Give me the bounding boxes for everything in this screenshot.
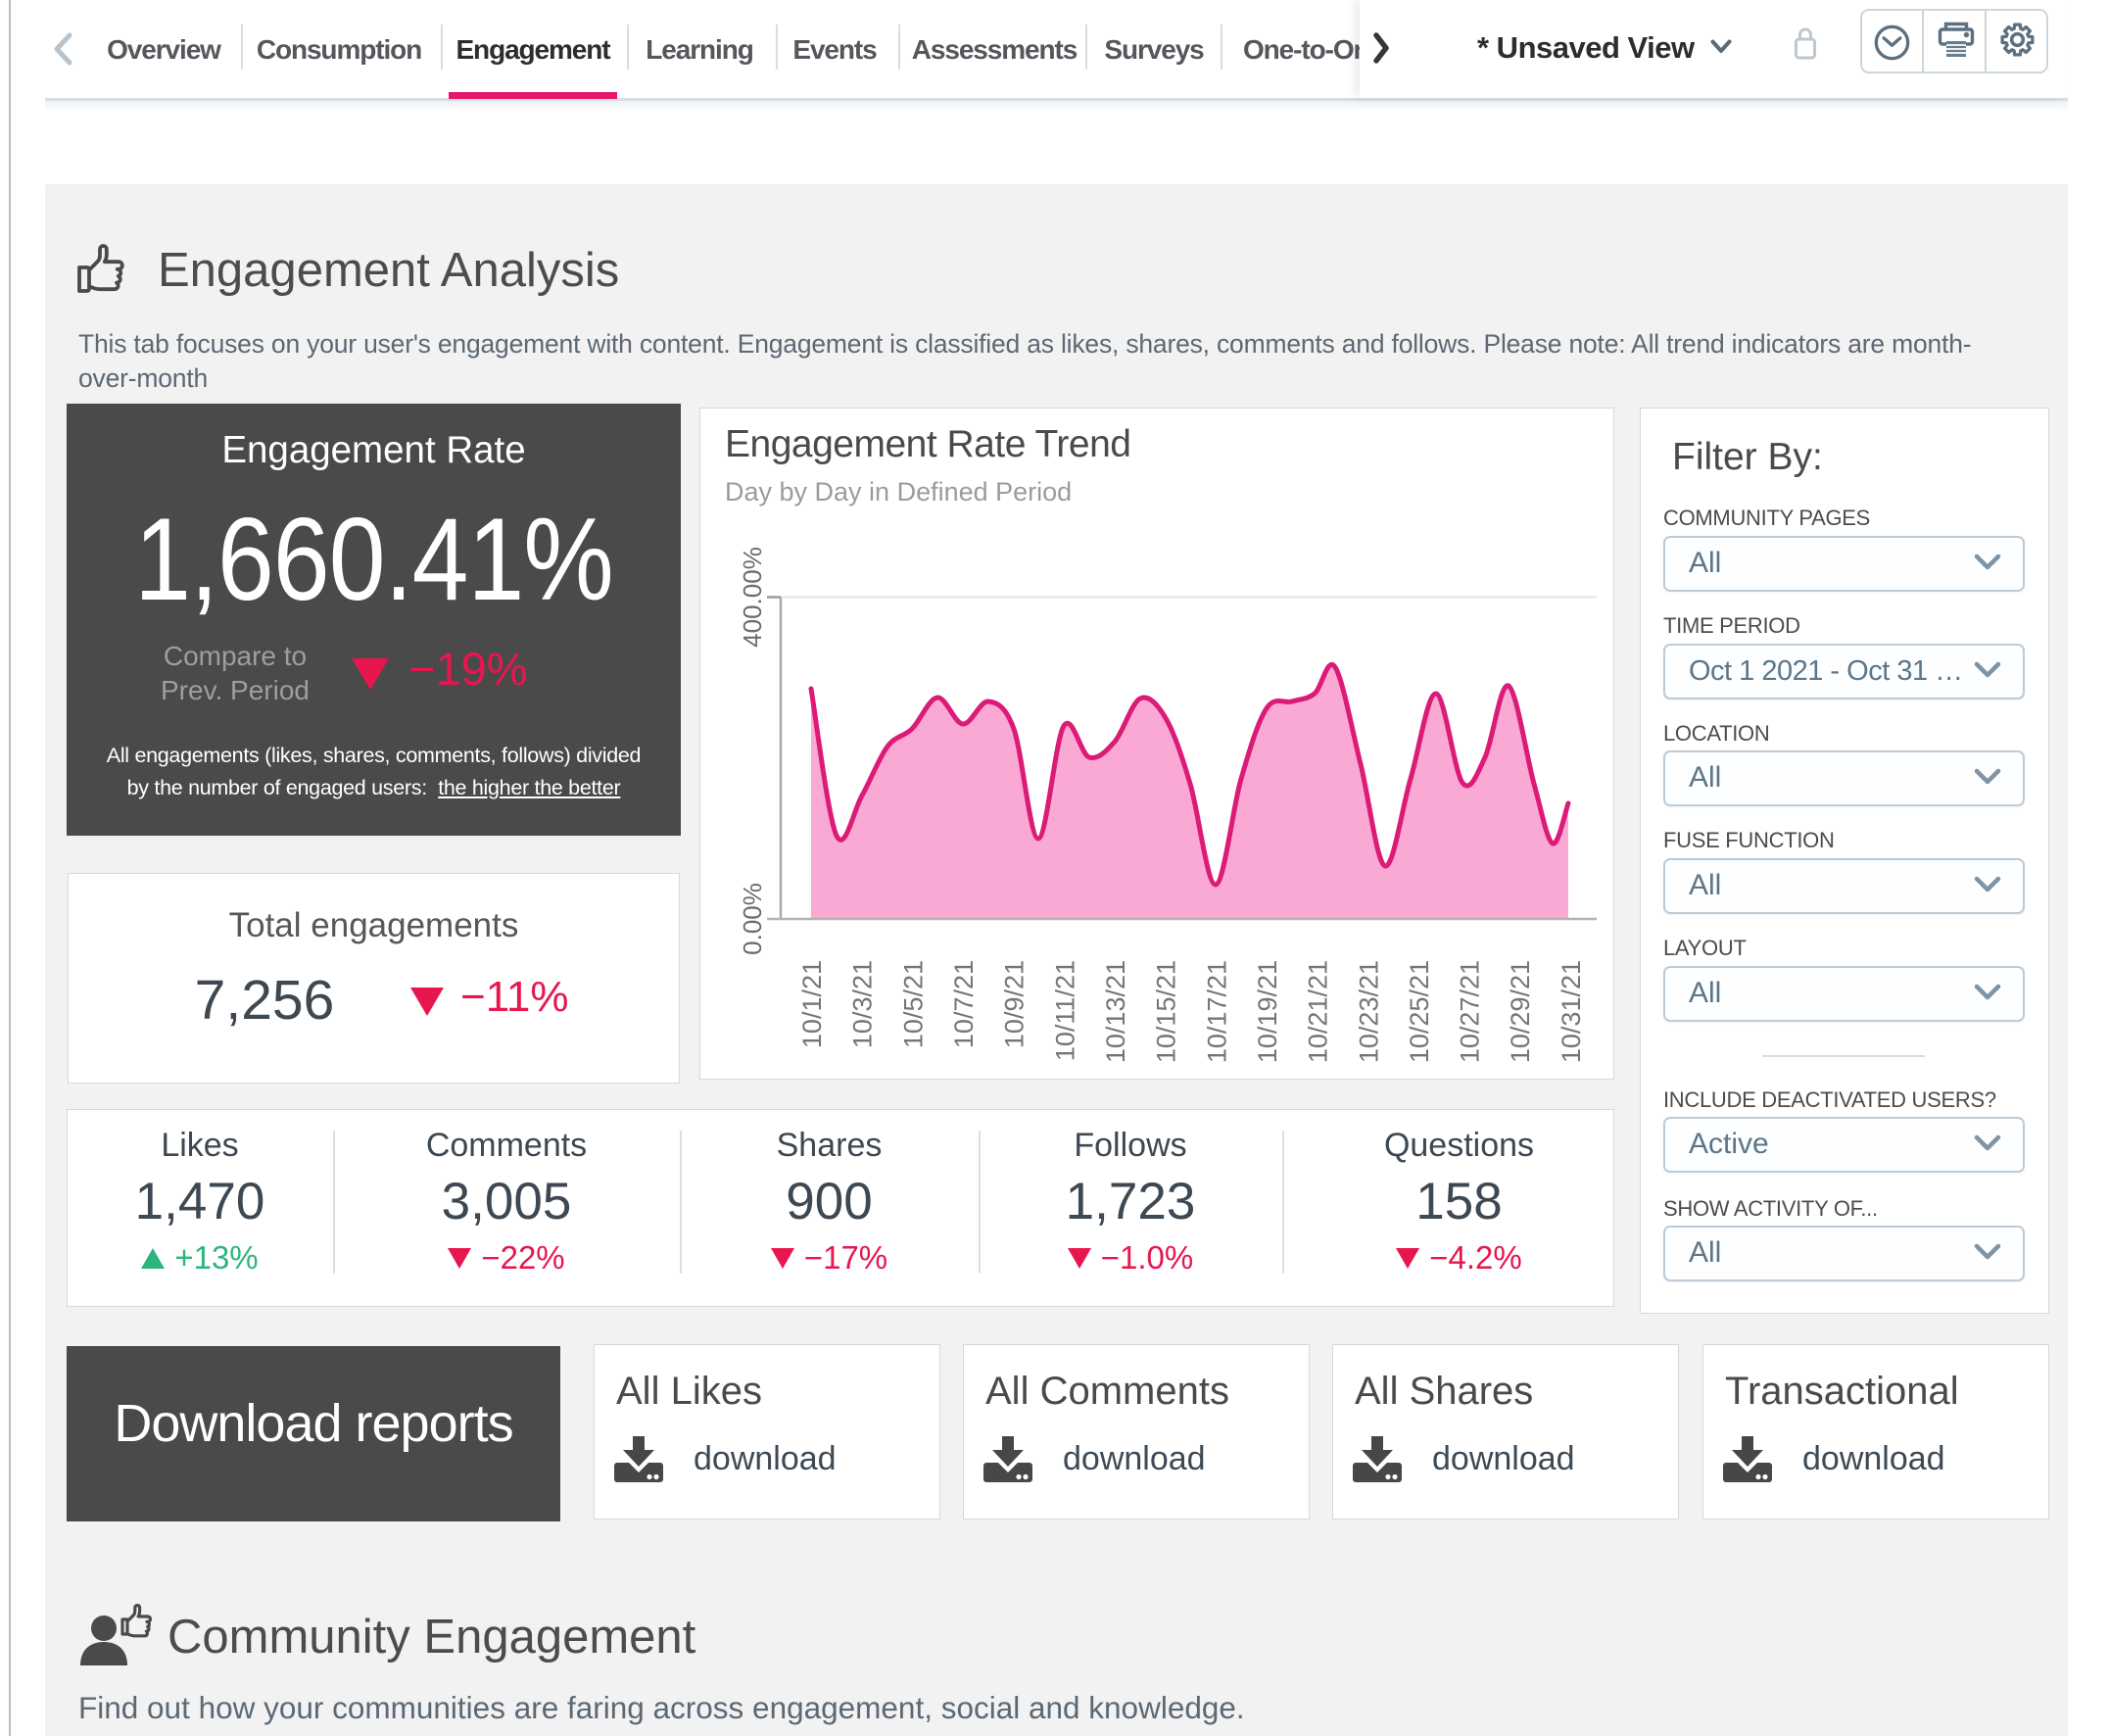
svg-text:400.00%: 400.00% [738, 547, 767, 648]
svg-text:10/15/21: 10/15/21 [1152, 960, 1181, 1063]
svg-text:10/31/21: 10/31/21 [1557, 960, 1586, 1063]
svg-text:10/7/21: 10/7/21 [949, 960, 979, 1048]
svg-text:10/27/21: 10/27/21 [1456, 960, 1485, 1063]
svg-text:10/19/21: 10/19/21 [1253, 960, 1282, 1063]
svg-text:10/29/21: 10/29/21 [1506, 960, 1535, 1063]
svg-text:10/3/21: 10/3/21 [848, 960, 878, 1048]
svg-text:10/11/21: 10/11/21 [1050, 960, 1079, 1061]
svg-text:0.00%: 0.00% [738, 883, 767, 955]
svg-text:10/1/21: 10/1/21 [797, 960, 827, 1048]
svg-text:10/25/21: 10/25/21 [1405, 960, 1434, 1063]
svg-text:10/21/21: 10/21/21 [1304, 960, 1333, 1063]
svg-text:10/5/21: 10/5/21 [898, 960, 928, 1048]
svg-text:10/23/21: 10/23/21 [1354, 960, 1383, 1063]
svg-text:10/17/21: 10/17/21 [1202, 960, 1231, 1063]
svg-text:10/13/21: 10/13/21 [1101, 960, 1130, 1063]
svg-text:10/9/21: 10/9/21 [1000, 960, 1030, 1048]
